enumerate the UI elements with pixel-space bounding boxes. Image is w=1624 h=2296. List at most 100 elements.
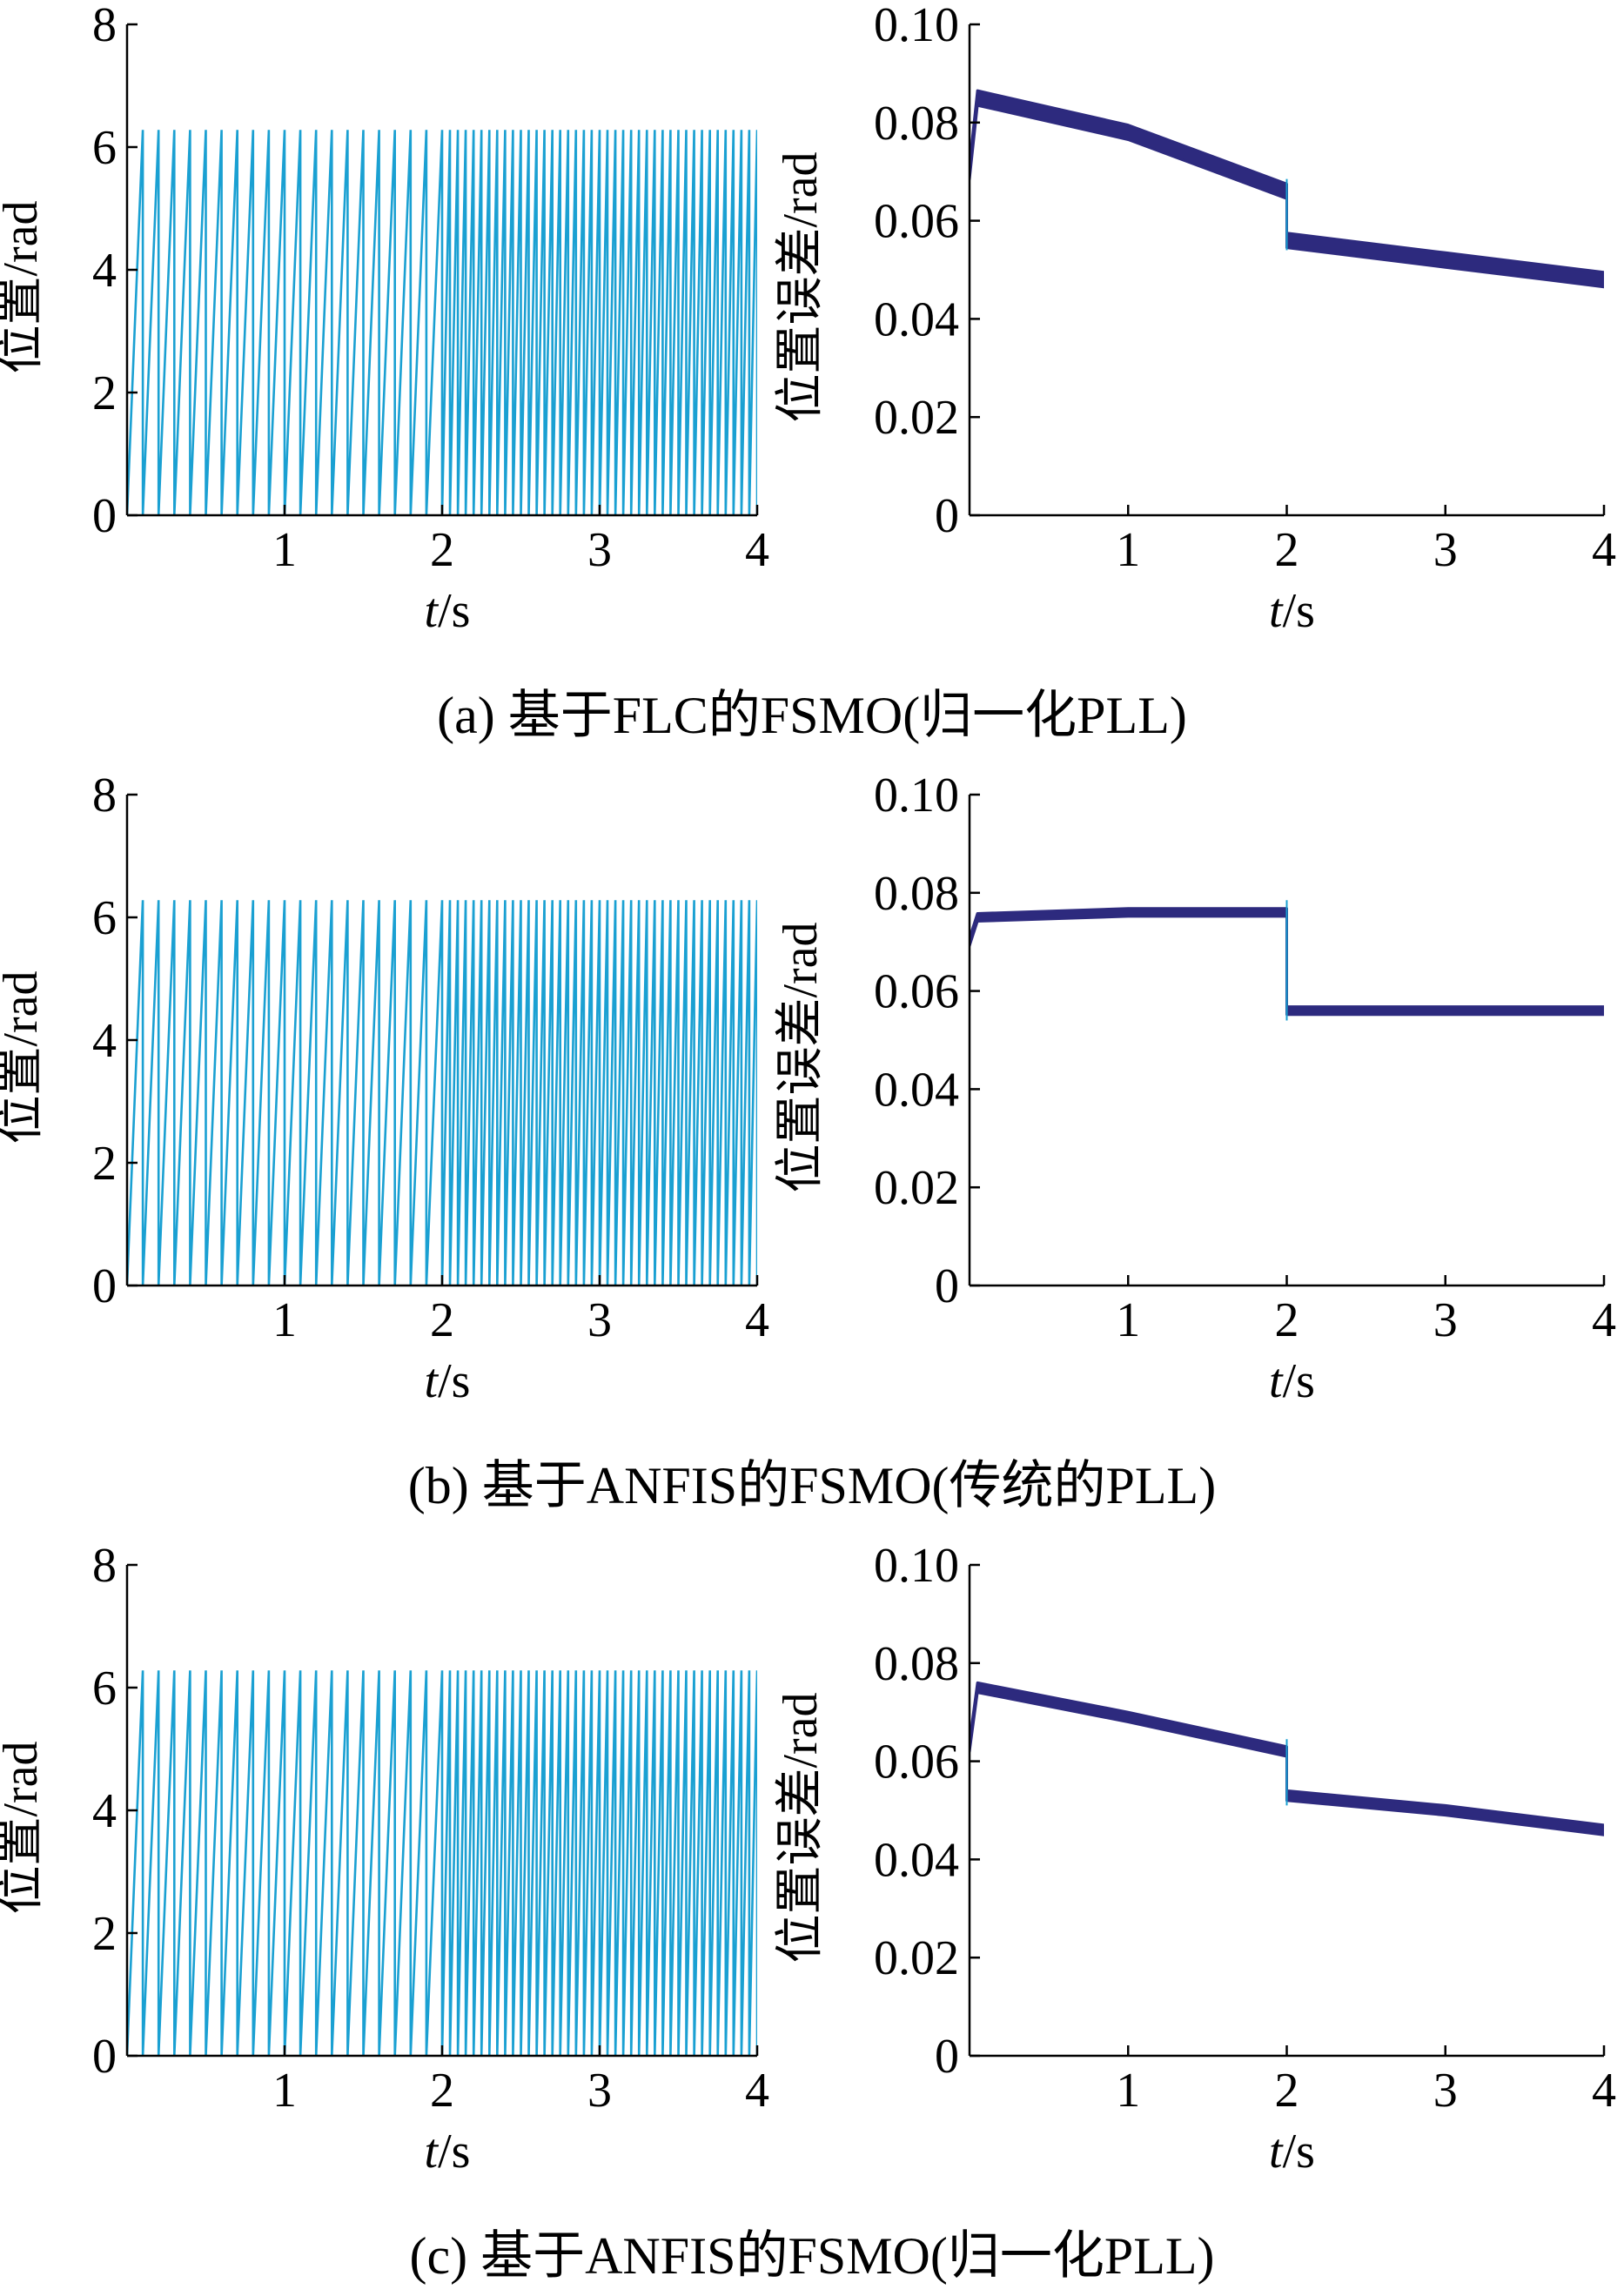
right-axes: 1 2 3 4 0 0.02 0.04 0.06 0.08 0.10 t/s 位置误差/rad: [774, 1539, 1616, 2179]
x-tick-label: 3: [1433, 2064, 1458, 2118]
left-axes: 1 2 3 4 0 2 4 6 8 t/s 位置/rad: [0, 769, 769, 1408]
x-tick-label: 1: [272, 1293, 297, 1347]
x-axis-label-var: t: [425, 1354, 440, 1408]
plot-area: [970, 900, 1604, 1021]
plot-area: [127, 130, 757, 516]
x-tick-label: 2: [1275, 1293, 1299, 1347]
y-tick-label: 8: [92, 769, 117, 822]
y-axis-label: 位置误差/rad: [774, 151, 828, 422]
panel-caption: (b) 基于ANFIS的FSMO(传统的PLL): [408, 1457, 1216, 1514]
x-axis-label-var: t: [425, 584, 440, 638]
left-axes: 1 2 3 4 0 2 4 6 8 t/s 位置/rad: [0, 0, 769, 638]
x-tick-label: 1: [1116, 2064, 1140, 2118]
right-axes: 1 2 3 4 0 0.02 0.04 0.06 0.08 0.10 t/s 位置误差/rad: [774, 0, 1616, 638]
plot-area: [970, 89, 1604, 289]
x-tick-label: 4: [1592, 1293, 1616, 1347]
x-axis-label-var: t: [1269, 2125, 1284, 2179]
y-tick-label: 0.08: [874, 867, 959, 921]
x-tick-label: 3: [1433, 523, 1458, 577]
y-tick-label: 0.04: [874, 1833, 959, 1887]
x-tick-label: 4: [1592, 523, 1616, 577]
y-tick-label: 0.06: [874, 1735, 959, 1789]
y-axis-label: 位置误差/rad: [774, 922, 828, 1192]
y-tick-label: 0.02: [874, 1931, 959, 1985]
plot-area: [970, 1681, 1604, 1836]
x-axis-label: t/s: [425, 584, 471, 638]
y-tick-label: 0.06: [874, 965, 959, 1019]
x-tick-label: 4: [1592, 2064, 1616, 2118]
y-tick-label: 4: [92, 1784, 117, 1838]
error-series-band: [970, 1681, 1604, 1836]
x-tick-label: 2: [430, 523, 454, 577]
y-axis-label: 位置/rad: [0, 970, 48, 1144]
y-tick-label: 0.06: [874, 195, 959, 249]
x-tick-label: 2: [430, 1293, 454, 1347]
x-tick-label: 1: [272, 2064, 297, 2118]
x-tick-label: 2: [1275, 523, 1299, 577]
position-series-line: [127, 900, 757, 1286]
x-tick-label: 1: [1116, 1293, 1140, 1347]
x-tick-label: 3: [587, 1293, 612, 1347]
y-tick-label: 0: [935, 1259, 959, 1313]
x-axis-label-unit: /s: [438, 2125, 470, 2179]
y-tick-label: 4: [92, 244, 117, 298]
x-axis-label-var: t: [1269, 584, 1284, 638]
panel-c: 1 2 3 4 0 2 4 6 8 t/s 位置/rad 1 2 3 4 0 0.02 0.04 0.06 0.08 0…: [0, 1539, 1616, 2285]
x-tick-label: 2: [1275, 2064, 1299, 2118]
x-tick-label: 4: [745, 2064, 769, 2118]
left-axes: 1 2 3 4 0 2 4 6 8 t/s 位置/rad: [0, 1539, 769, 2179]
y-tick-label: 6: [92, 1662, 117, 1715]
y-tick-label: 0.10: [874, 1539, 959, 1593]
x-tick-label: 1: [272, 523, 297, 577]
x-axis-label-unit: /s: [438, 1354, 470, 1408]
position-series-line: [127, 1670, 757, 2057]
x-tick-label: 1: [1116, 523, 1140, 577]
y-tick-label: 0.04: [874, 292, 959, 346]
x-tick-label: 3: [587, 523, 612, 577]
y-tick-label: 6: [92, 121, 117, 175]
y-axis-label: 位置误差/rad: [774, 1692, 828, 1963]
y-tick-label: 8: [92, 1539, 117, 1593]
x-tick-label: 2: [430, 2064, 454, 2118]
x-axis-label: t/s: [1269, 584, 1315, 638]
x-axis-label: t/s: [1269, 2125, 1315, 2179]
error-series-band: [970, 907, 1604, 1017]
y-tick-label: 0.10: [874, 769, 959, 822]
y-tick-label: 2: [92, 1137, 117, 1191]
y-tick-label: 8: [92, 0, 117, 52]
y-tick-label: 0: [92, 1259, 117, 1313]
y-tick-label: 0.08: [874, 1637, 959, 1691]
right-axes: 1 2 3 4 0 0.02 0.04 0.06 0.08 0.10 t/s 位置误差/rad: [774, 769, 1616, 1408]
plot-area: [127, 1670, 757, 2057]
x-axis-label: t/s: [425, 2125, 471, 2179]
x-axis-label-unit: /s: [1283, 1354, 1315, 1408]
y-axis-label: 位置/rad: [0, 1741, 48, 1914]
panel-a: 1 2 3 4 0 2 4 6 8 t/s 位置/rad 1 2 3 4 0 0.02 0.04 0.06 0.08 0…: [0, 0, 1616, 744]
x-tick-label: 3: [1433, 1293, 1458, 1347]
position-series-line: [127, 130, 757, 516]
x-axis-label: t/s: [425, 1354, 471, 1408]
plot-area: [127, 900, 757, 1286]
y-tick-label: 0.02: [874, 1161, 959, 1215]
y-tick-label: 0.02: [874, 391, 959, 445]
panel-caption: (c) 基于ANFIS的FSMO(归一化PLL): [409, 2227, 1214, 2285]
y-tick-label: 0.08: [874, 97, 959, 151]
panel-caption: (a) 基于FLC的FSMO(归一化PLL): [437, 687, 1187, 744]
panel-b: 1 2 3 4 0 2 4 6 8 t/s 位置/rad 1 2 3 4 0 0.02 0.04 0.06 0.08 0…: [0, 769, 1616, 1514]
y-tick-label: 2: [92, 1907, 117, 1961]
y-tick-label: 0: [92, 2030, 117, 2084]
x-axis-label-unit: /s: [1283, 584, 1315, 638]
x-tick-label: 4: [745, 1293, 769, 1347]
y-tick-label: 0: [935, 2030, 959, 2084]
y-tick-label: 0.04: [874, 1063, 959, 1117]
x-axis-label-unit: /s: [438, 584, 470, 638]
y-tick-label: 0: [935, 489, 959, 543]
x-axis-label-unit: /s: [1283, 2125, 1315, 2179]
x-axis-label-var: t: [425, 2125, 440, 2179]
x-tick-label: 4: [745, 523, 769, 577]
y-tick-label: 0: [92, 489, 117, 543]
x-tick-label: 3: [587, 2064, 612, 2118]
y-tick-label: 0.10: [874, 0, 959, 52]
x-axis-label: t/s: [1269, 1354, 1315, 1408]
